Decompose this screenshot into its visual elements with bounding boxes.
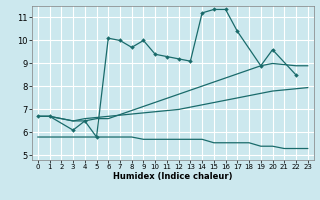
X-axis label: Humidex (Indice chaleur): Humidex (Indice chaleur) <box>113 172 233 181</box>
